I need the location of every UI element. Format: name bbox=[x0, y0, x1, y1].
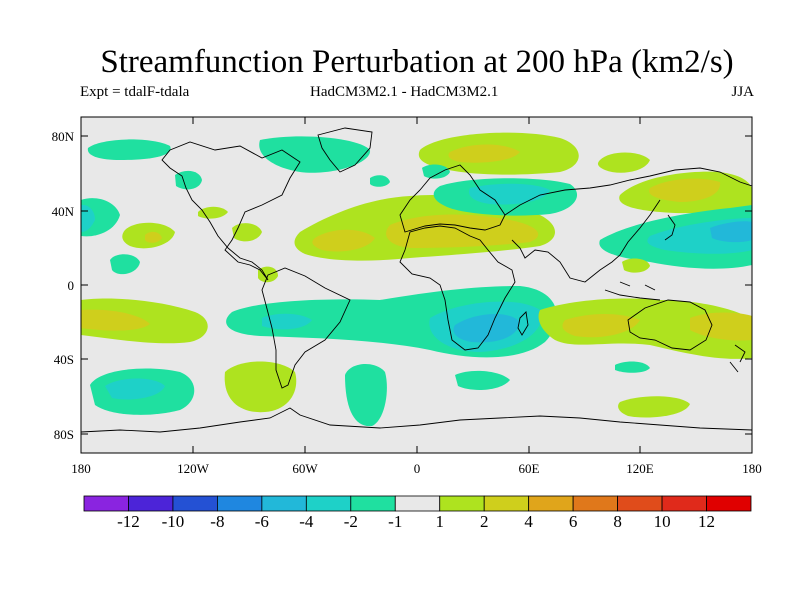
colorbar-box bbox=[305, 495, 352, 512]
model-difference-label: HadCM3M2.1 - HadCM3M2.1 bbox=[310, 84, 499, 100]
contour-caribbean-pos bbox=[232, 223, 262, 242]
colorbar-box bbox=[706, 495, 752, 512]
contour-south-pacific-neg-core bbox=[105, 378, 165, 400]
lon-label-120w: 120W bbox=[177, 461, 210, 476]
contour-australia-pos-core bbox=[690, 312, 752, 341]
contour-central-asia-neg-core bbox=[468, 183, 550, 205]
coast-australia bbox=[627, 299, 713, 351]
colorbar-label: -12 bbox=[117, 512, 140, 531]
lon-ticks bbox=[192, 117, 641, 453]
colorbar-label: 10 bbox=[653, 512, 671, 531]
colorbar-box bbox=[128, 495, 174, 512]
coastlines bbox=[81, 127, 752, 433]
lon-label-0: 0 bbox=[414, 461, 421, 476]
lat-ticks bbox=[81, 135, 752, 435]
colorbar-label: 6 bbox=[568, 512, 578, 531]
coast-europe-africa bbox=[399, 225, 516, 351]
colorbar-box bbox=[350, 495, 396, 512]
contour-indian-ocean-pos-core bbox=[562, 314, 640, 338]
colorbar-box bbox=[528, 495, 574, 512]
lon-label-120e: 120E bbox=[626, 461, 654, 476]
contour-east-pacific-pos-core bbox=[145, 231, 162, 243]
contour-se-indian-pos bbox=[618, 396, 690, 418]
lon-label-60w: 60W bbox=[292, 461, 318, 476]
contour-north-atlantic-neg bbox=[81, 198, 120, 237]
coast-north-america bbox=[161, 141, 301, 281]
contour-eurasia-pos-core-east bbox=[386, 214, 539, 248]
contour-indian-ocean-pos bbox=[538, 298, 752, 359]
contour-central-america-pos bbox=[258, 266, 278, 283]
colorbar-label: -10 bbox=[161, 512, 185, 531]
colorbar-box bbox=[439, 495, 485, 512]
contour-east-asia-pos-small bbox=[622, 258, 650, 273]
colorbar-box bbox=[172, 495, 218, 512]
lon-label-180e: 180 bbox=[742, 461, 762, 476]
contour-east-pacific-neg bbox=[110, 254, 140, 275]
coast-japan bbox=[664, 214, 676, 241]
coast-south-america bbox=[261, 267, 351, 389]
coast-indonesia bbox=[604, 281, 661, 301]
contour-eurasia-pos-core-west bbox=[312, 229, 375, 252]
lon-label-180w: 180 bbox=[71, 461, 91, 476]
colorbar-label: 8 bbox=[613, 512, 622, 531]
colorbar-label: 1 bbox=[435, 512, 444, 531]
colorbar-label: 4 bbox=[524, 512, 533, 531]
coast-europe bbox=[399, 164, 506, 233]
colorbar-label: -1 bbox=[388, 512, 403, 531]
contour-north-pacific-neg bbox=[87, 139, 171, 160]
contour-south-pacific-pos-core bbox=[81, 309, 150, 331]
contour-east-siberia-pos bbox=[597, 152, 650, 173]
contour-south-atlantic-neg bbox=[345, 364, 387, 427]
contour-europe-neg-small bbox=[422, 164, 450, 179]
contour-field bbox=[81, 132, 752, 427]
lon-label-60e: 60E bbox=[519, 461, 540, 476]
colorbar bbox=[83, 495, 752, 512]
colorbar-box bbox=[572, 495, 619, 512]
lat-label-40s: 40S bbox=[54, 352, 74, 367]
coast-antarctica bbox=[81, 407, 752, 433]
coast-madagascar bbox=[517, 311, 529, 336]
lat-label-80s: 80S bbox=[54, 427, 74, 442]
colorbar-label: 12 bbox=[698, 512, 716, 531]
contour-west-atlantic-neg-small bbox=[370, 175, 390, 187]
colorbar-box bbox=[661, 495, 707, 512]
lat-label-40n: 40N bbox=[52, 204, 75, 219]
colorbar-label: -6 bbox=[254, 512, 269, 531]
colorbar-box bbox=[261, 495, 307, 512]
colorbar-label: 2 bbox=[479, 512, 489, 531]
contour-sh-core-africa-inner bbox=[453, 314, 520, 343]
coast-greenland bbox=[317, 127, 373, 173]
contour-south-america-pos bbox=[224, 361, 297, 413]
colorbar-label: -8 bbox=[210, 512, 225, 531]
contour-north-america-neg bbox=[259, 136, 371, 173]
colorbar-box bbox=[83, 495, 129, 512]
colorbar-box bbox=[483, 495, 530, 512]
colorbar-box bbox=[216, 495, 263, 512]
contour-north-atlantic-neg-core bbox=[81, 204, 95, 232]
experiment-label: Expt = tdalF-tdala bbox=[80, 84, 190, 100]
colorbar-box bbox=[394, 495, 441, 512]
coast-new-zealand bbox=[729, 344, 746, 373]
colorbar-box bbox=[617, 495, 663, 512]
lat-label-80n: 80N bbox=[52, 129, 75, 144]
contour-nw-pacific-pos-core bbox=[649, 178, 721, 202]
season-label: JJA bbox=[731, 84, 754, 100]
coast-asia bbox=[504, 167, 752, 283]
contour-arctic-pos-core bbox=[448, 144, 520, 163]
contour-australia-south-neg bbox=[615, 361, 650, 373]
lat-label-0: 0 bbox=[68, 278, 75, 293]
contour-north-pacific-neg-inner bbox=[710, 221, 752, 243]
colorbar-label: -4 bbox=[299, 512, 314, 531]
contour-south-indian-neg bbox=[455, 370, 510, 390]
map-title: Streamfunction Perturbation at 200 hPa (… bbox=[100, 44, 734, 80]
colorbar-label: -2 bbox=[343, 512, 358, 531]
contour-sh-core-west bbox=[262, 313, 312, 330]
